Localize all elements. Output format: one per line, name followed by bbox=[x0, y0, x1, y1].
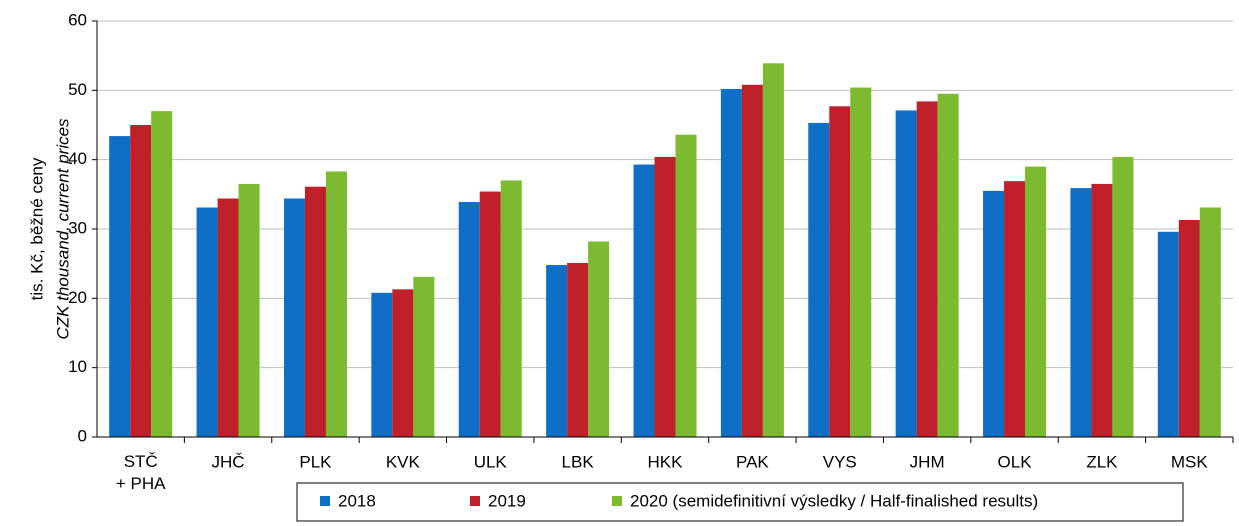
bar bbox=[937, 93, 959, 438]
bar bbox=[238, 183, 260, 437]
y-tick-label: 20 bbox=[68, 288, 87, 307]
y-tick-label: 30 bbox=[68, 218, 87, 237]
bar bbox=[479, 191, 501, 437]
bar bbox=[675, 134, 697, 437]
bar bbox=[1004, 181, 1026, 437]
x-tick-label: JHM bbox=[910, 452, 945, 471]
x-tick-label: PAK bbox=[736, 452, 769, 471]
bar bbox=[1091, 183, 1113, 437]
bar bbox=[588, 241, 610, 437]
y-tick-label: 10 bbox=[68, 357, 87, 376]
bar bbox=[762, 63, 784, 437]
x-tick-label: JHČ bbox=[212, 452, 245, 471]
bar bbox=[217, 198, 239, 437]
bar bbox=[720, 88, 742, 438]
bar bbox=[304, 186, 326, 437]
x-tick-label: PLK bbox=[299, 452, 332, 471]
legend-swatch bbox=[470, 496, 480, 506]
bar bbox=[458, 201, 480, 437]
x-tick-label: ZLK bbox=[1086, 452, 1118, 471]
x-tick-label: LBK bbox=[562, 452, 595, 471]
y-axis-label: tis. Kč, běžné ceny bbox=[27, 157, 46, 300]
y-axis-label: CZK thousand, current prices bbox=[53, 118, 72, 340]
bar bbox=[916, 101, 938, 437]
legend-label: 2020 (semidefinitivní výsledky / Half-fi… bbox=[630, 491, 1038, 510]
legend-label: 2019 bbox=[488, 491, 526, 510]
x-tick-label: KVK bbox=[386, 452, 421, 471]
bar bbox=[895, 110, 917, 437]
bar bbox=[130, 125, 152, 437]
bar bbox=[371, 292, 393, 437]
x-tick-label: MSK bbox=[1171, 452, 1209, 471]
x-tick-label: ULK bbox=[474, 452, 508, 471]
bar bbox=[1112, 156, 1134, 438]
bar bbox=[1070, 188, 1092, 437]
bar bbox=[1025, 166, 1047, 437]
bar bbox=[151, 111, 173, 437]
bar bbox=[850, 87, 872, 437]
bar bbox=[546, 265, 568, 437]
x-tick-label: HKK bbox=[648, 452, 684, 471]
bar bbox=[392, 289, 414, 437]
bar bbox=[1178, 219, 1200, 437]
bar bbox=[983, 190, 1005, 437]
bar bbox=[654, 156, 676, 438]
legend-swatch bbox=[320, 496, 330, 506]
y-tick-label: 0 bbox=[78, 426, 87, 445]
bar bbox=[808, 122, 830, 438]
bar bbox=[567, 262, 589, 437]
bar bbox=[829, 106, 851, 437]
x-tick-label: STČ + PHA bbox=[116, 452, 166, 493]
bar bbox=[633, 164, 655, 437]
x-tick-label: OLK bbox=[998, 452, 1033, 471]
legend-label: 2018 bbox=[338, 491, 376, 510]
y-tick-label: 40 bbox=[68, 149, 87, 168]
legend-box bbox=[296, 482, 1184, 522]
y-tick-label: 60 bbox=[68, 10, 87, 29]
bar bbox=[196, 207, 218, 437]
legend-swatch bbox=[612, 496, 622, 506]
bar bbox=[741, 84, 763, 437]
bar bbox=[283, 198, 305, 437]
bar bbox=[413, 276, 435, 437]
bar bbox=[325, 171, 347, 437]
y-tick-label: 50 bbox=[68, 80, 87, 99]
bar bbox=[1157, 231, 1179, 437]
bar bbox=[500, 180, 522, 437]
bar bbox=[109, 136, 131, 438]
x-tick-label: VYS bbox=[823, 452, 857, 471]
bar bbox=[1199, 207, 1221, 437]
